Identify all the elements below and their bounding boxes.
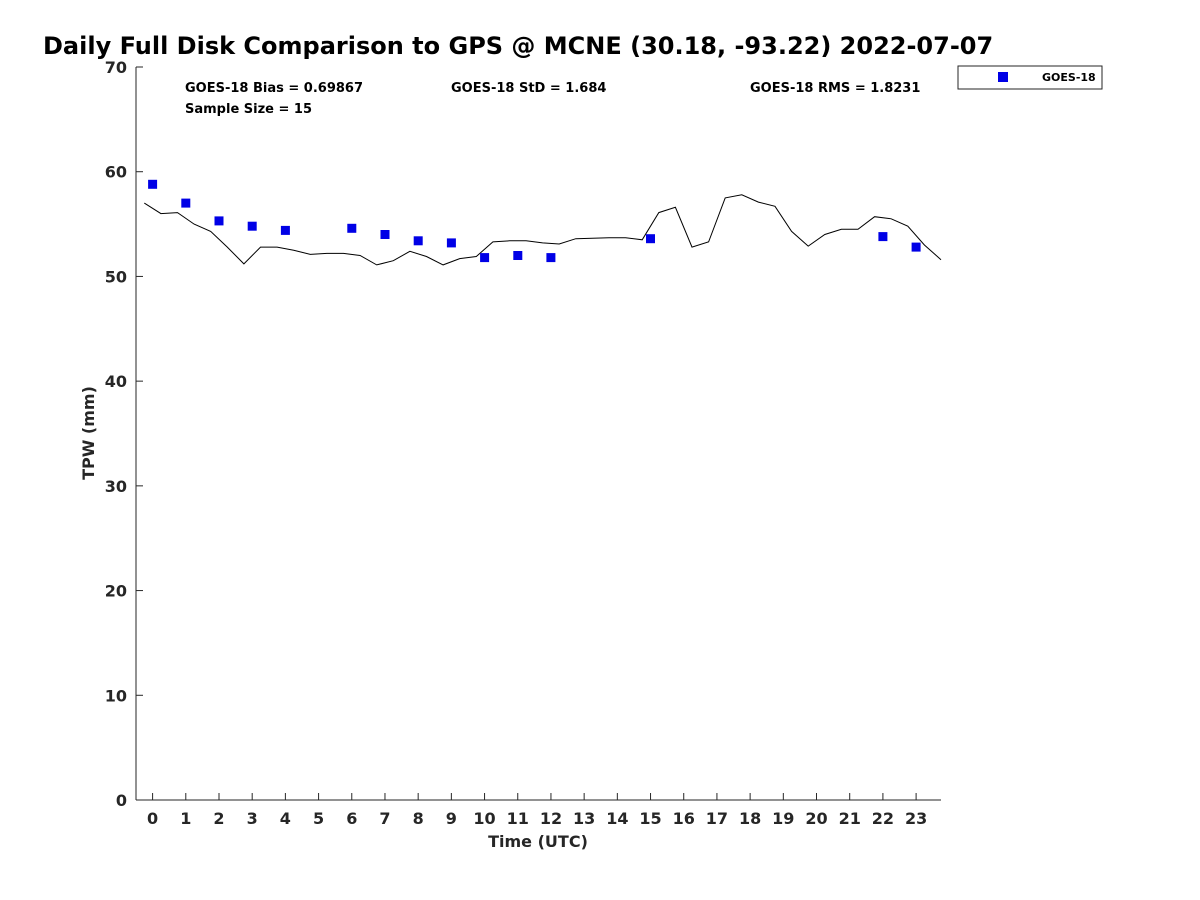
y-tick-label: 60 <box>105 163 127 182</box>
x-ticks: 0 1 2 3 4 5 6 7 8 9 10 11 12 13 14 15 16 17 18 19 20 21 22 23 <box>147 793 927 828</box>
x-tick-label: 17 <box>706 809 728 828</box>
std-stat: GOES-18 StD = 1.684 <box>451 81 606 96</box>
y-tick-label: 10 <box>105 686 127 705</box>
y-ticks: 0 10 20 30 40 50 60 70 <box>105 58 143 810</box>
goes18-point <box>911 242 921 252</box>
plot-area: 0 1 2 3 4 5 6 7 8 9 10 11 12 13 14 15 16 17 18 19 20 21 22 23 0… <box>105 58 942 828</box>
bias-stat: GOES-18 Bias = 0.69867 <box>185 81 363 96</box>
x-tick-label: 3 <box>247 809 258 828</box>
legend: GOES-18 <box>957 65 1103 90</box>
sample-size-stat: Sample Size = 15 <box>185 102 312 117</box>
goes18-point <box>646 234 655 244</box>
rms-stat: GOES-18 RMS = 1.8231 <box>750 81 920 96</box>
x-tick-label: 23 <box>905 809 927 828</box>
goes18-point <box>380 230 390 239</box>
x-tick-label: 4 <box>280 809 291 828</box>
y-tick-label: 50 <box>105 267 127 286</box>
x-tick-label: 12 <box>540 809 562 828</box>
y-axis-label: TPW (mm) <box>79 386 98 480</box>
goes18-point <box>480 253 490 263</box>
x-tick-label: 9 <box>446 809 457 828</box>
goes18-point <box>214 216 224 226</box>
goes18-point <box>181 198 191 208</box>
x-tick-label: 20 <box>805 809 827 828</box>
y-tick-label: 20 <box>105 582 127 601</box>
x-tick-label: 11 <box>507 809 529 828</box>
goes18-point <box>280 225 290 235</box>
legend-entry-goes18: GOES-18 <box>1042 71 1096 84</box>
x-tick-label: 1 <box>180 809 191 828</box>
legend-box <box>957 65 1103 90</box>
goes18-point <box>513 251 523 260</box>
y-tick-label: 70 <box>105 58 127 77</box>
x-tick-label: 2 <box>213 809 224 828</box>
x-tick-label: 15 <box>639 809 661 828</box>
goes18-point <box>413 236 423 246</box>
x-tick-label: 0 <box>147 809 158 828</box>
goes18-point <box>247 221 257 231</box>
x-tick-label: 8 <box>413 809 424 828</box>
x-tick-label: 13 <box>573 809 595 828</box>
chart-title: Daily Full Disk Comparison to GPS @ MCNE… <box>43 32 993 60</box>
goes18-point <box>148 179 158 189</box>
gps-series-line <box>144 194 942 266</box>
x-tick-label: 10 <box>473 809 495 828</box>
x-tick-label: 6 <box>346 809 357 828</box>
goes18-point <box>446 238 456 248</box>
x-tick-label: 5 <box>313 809 324 828</box>
legend-marker <box>998 72 1008 82</box>
x-tick-label: 21 <box>839 809 861 828</box>
x-tick-label: 7 <box>379 809 390 828</box>
x-tick-label: 18 <box>739 809 761 828</box>
y-tick-label: 40 <box>105 372 127 391</box>
x-axis-label: Time (UTC) <box>488 832 588 851</box>
x-tick-label: 19 <box>772 809 794 828</box>
goes18-point <box>878 232 888 242</box>
x-tick-label: 14 <box>606 809 628 828</box>
y-tick-label: 0 <box>116 791 127 810</box>
goes18-points <box>148 179 921 263</box>
goes18-point <box>347 223 357 233</box>
x-tick-label: 16 <box>673 809 695 828</box>
x-tick-label: 22 <box>872 809 894 828</box>
y-tick-label: 30 <box>105 477 127 496</box>
goes18-point <box>546 253 556 263</box>
